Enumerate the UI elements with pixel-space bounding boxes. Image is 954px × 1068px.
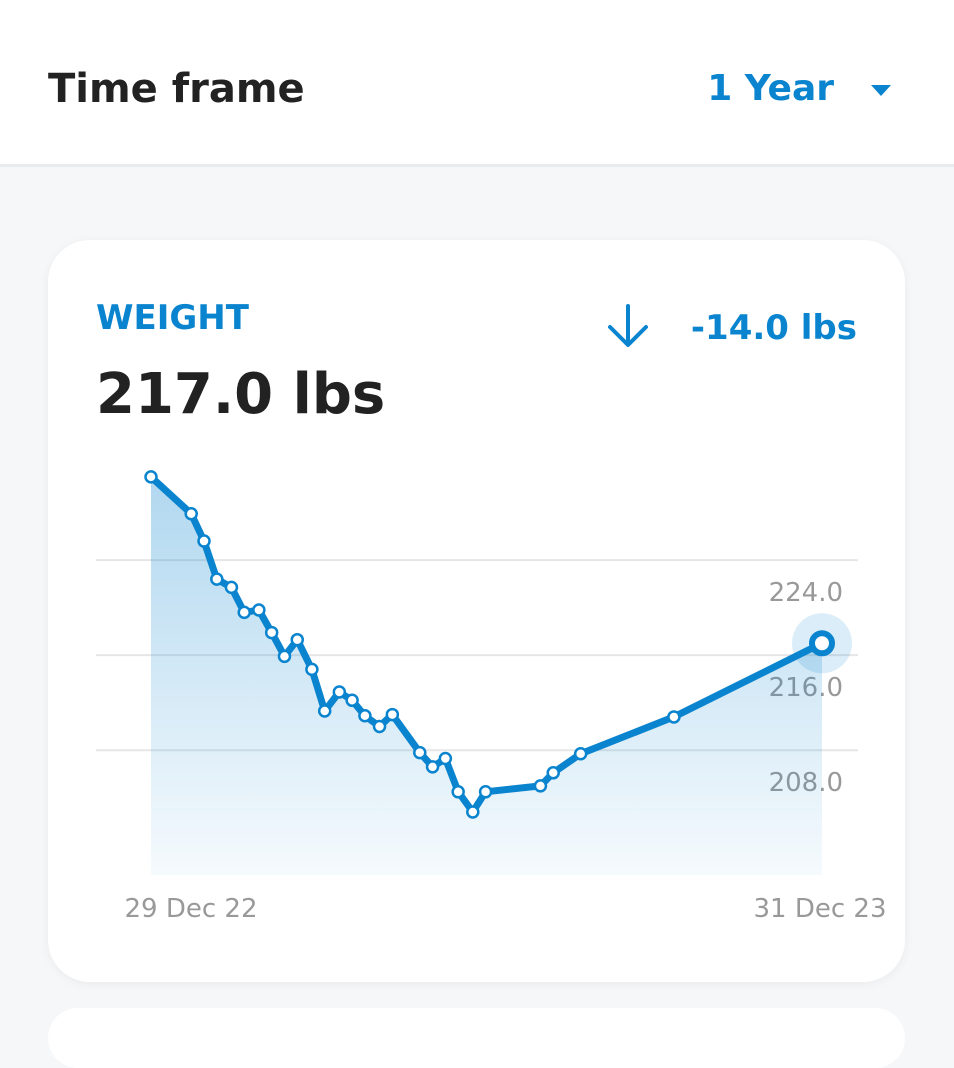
line [147, 473, 826, 816]
point [264, 625, 279, 640]
card-label: WEIGHT [96, 298, 250, 338]
point [252, 603, 266, 617]
y-tick-label: 224.0 [769, 578, 843, 608]
point [438, 751, 453, 766]
page: Weight html, body { margin: 0; padding: … [0, 0, 954, 924]
point [277, 649, 292, 664]
timeframe-title: Time frame [48, 66, 305, 112]
point [413, 745, 427, 760]
point [466, 805, 480, 819]
point [451, 785, 465, 799]
point [573, 747, 588, 761]
last-point [809, 630, 835, 657]
point [345, 693, 359, 708]
x-tick-label: 31 Dec 23 [753, 894, 886, 924]
point [533, 779, 548, 793]
point [385, 707, 400, 722]
current-weight: 217.0 lbs [96, 362, 385, 427]
timeframe-dropdown[interactable]: 1 Year [707, 68, 834, 109]
area [151, 476, 822, 875]
dropdown-caret[interactable] [870, 84, 892, 98]
point [184, 506, 198, 521]
screen: {"header": {"title": "Time frame", "time… [0, 0, 954, 924]
point [305, 662, 319, 677]
point [144, 470, 158, 484]
point [317, 704, 332, 718]
point [290, 632, 305, 647]
chart: WEIGHT 217.0 lbs -14.0 lbs 208.0216.0224… [96, 298, 887, 924]
point [224, 580, 239, 595]
point [478, 785, 493, 799]
point [667, 710, 681, 724]
point [237, 605, 251, 620]
point [425, 760, 440, 774]
x-tick-label: 29 Dec 22 [124, 894, 257, 924]
point [197, 534, 211, 548]
point [358, 709, 372, 723]
point [332, 685, 347, 699]
point [372, 719, 387, 734]
weight-change: -14.0 lbs [691, 308, 857, 348]
down-arrow [608, 304, 648, 347]
top-bar: Time frame 1 Year [0, 0, 954, 167]
point [546, 766, 560, 780]
point [210, 572, 224, 586]
